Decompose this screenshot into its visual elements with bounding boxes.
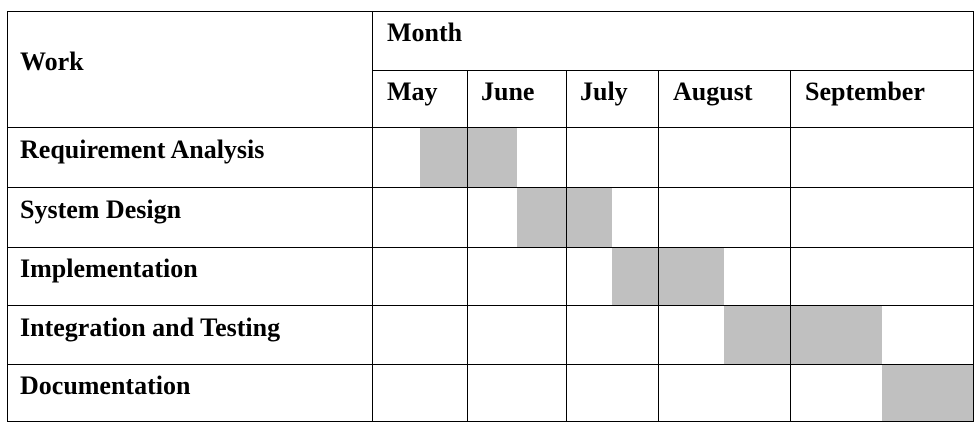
grid-line-header-bottom: [7, 127, 974, 128]
grid-line-row-2: [7, 247, 974, 248]
grid-line-left: [7, 11, 8, 422]
grid-line-may-june: [467, 70, 468, 422]
task-name-implementation: Implementation: [20, 254, 198, 283]
task-bar-implementation: [612, 247, 724, 305]
task-name-system-design: System Design: [20, 195, 182, 224]
grid-line-august-september: [790, 70, 791, 422]
grid-line-month-divider: [372, 70, 974, 71]
month-label-june: June: [481, 77, 535, 106]
grid-line-work-divider: [372, 11, 373, 422]
month-label-august: August: [673, 77, 753, 106]
work-header: Work: [20, 47, 84, 76]
grid-line-right: [973, 11, 974, 422]
grid-line-bottom: [7, 421, 974, 422]
month-label-may: May: [387, 77, 438, 106]
month-header: Month: [387, 18, 463, 47]
grid-line-july-august: [658, 70, 659, 422]
task-bar-integration-and-testing: [724, 305, 882, 364]
task-name-integration-and-testing: Integration and Testing: [20, 313, 281, 342]
grid-line-row-3: [7, 305, 974, 306]
month-label-july: July: [580, 77, 628, 106]
task-bar-system-design: [517, 187, 612, 247]
grid-line-top: [7, 11, 974, 12]
task-name-requirement-analysis: Requirement Analysis: [20, 135, 265, 164]
grid-line-june-july: [566, 70, 567, 422]
task-bar-documentation: [882, 364, 973, 422]
task-bar-requirement-analysis: [420, 127, 517, 187]
month-label-september: September: [805, 77, 925, 106]
task-name-documentation: Documentation: [20, 371, 191, 400]
grid-line-row-1: [7, 187, 974, 188]
grid-line-row-4: [7, 364, 974, 365]
